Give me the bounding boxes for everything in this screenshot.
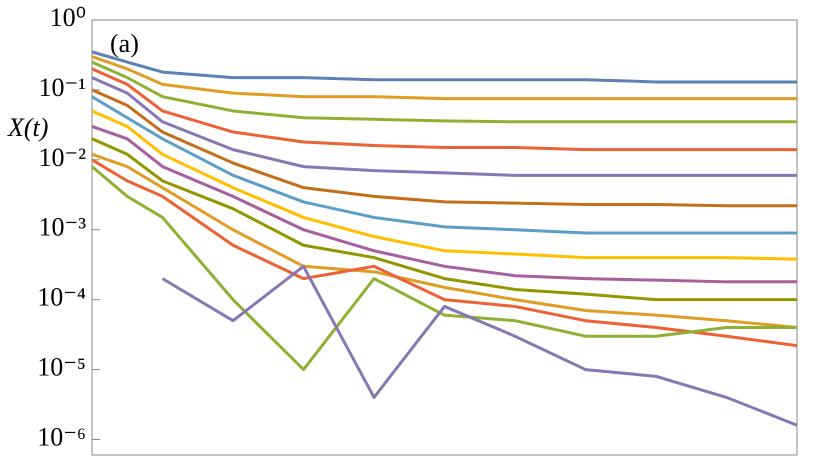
series-line [91, 55, 797, 101]
y-tick-label: 10⁻³ [38, 213, 86, 242]
y-tick-label: 10⁻² [38, 143, 86, 172]
series-line [91, 50, 797, 84]
series-line [91, 95, 797, 235]
y-tick-label: 10⁻¹ [38, 73, 86, 102]
annotation: (a) [110, 29, 139, 58]
series-line [91, 137, 797, 302]
series-line [91, 165, 797, 372]
series-line [91, 125, 797, 284]
y-tick-label: 10⁰ [50, 3, 86, 32]
y-tick-label: 10⁻⁴ [37, 283, 86, 312]
y-axis-label: X(t) [7, 113, 48, 142]
series-line [161, 264, 798, 427]
y-tick-label: 10⁻⁶ [37, 422, 86, 451]
y-tick-label: 10⁻⁵ [37, 353, 86, 382]
series-line [91, 60, 797, 124]
series-line [91, 109, 798, 261]
series-line [91, 152, 798, 329]
lines [91, 50, 798, 427]
series-line [91, 76, 797, 177]
plot-frame [91, 19, 798, 456]
series-line [91, 158, 798, 348]
series-line [91, 88, 797, 208]
series-line [91, 67, 797, 152]
